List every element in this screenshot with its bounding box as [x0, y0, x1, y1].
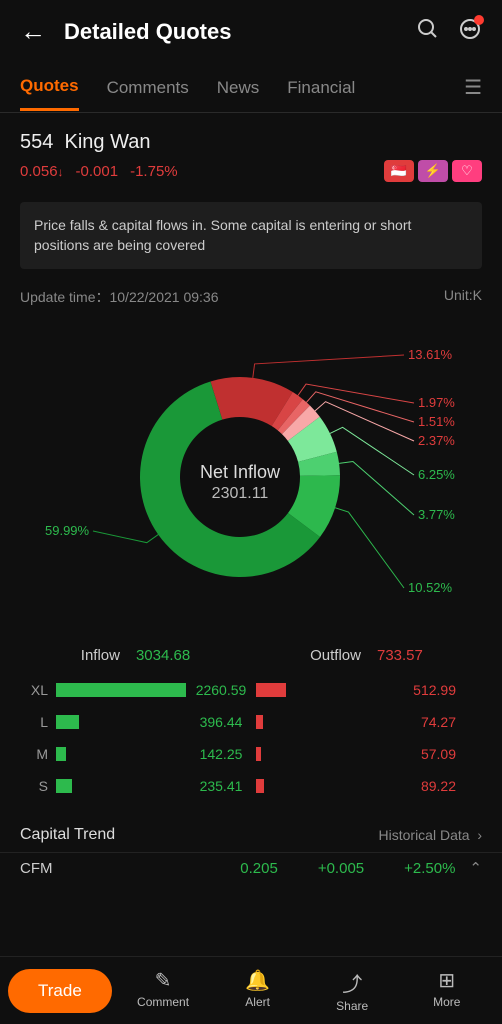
flow-row: S 235.41 89.22	[20, 770, 482, 802]
cfm-row[interactable]: CFM 0.205 +0.005 +2.50% ⌃	[0, 852, 502, 883]
donut-slice-label: 59.99%	[45, 523, 89, 538]
capital-trend-title: Capital Trend	[20, 826, 379, 844]
inflow-value: 3034.68	[136, 647, 190, 664]
tab-bar: Quotes Comments News Financial ☰	[0, 57, 502, 113]
donut-slice-label: 1.51%	[418, 414, 455, 429]
back-icon[interactable]: ←	[20, 16, 46, 47]
donut-center-label: Net Inflow	[170, 462, 310, 483]
donut-center-value: 2301.11	[170, 485, 310, 503]
outflow-label: Outflow	[310, 647, 361, 664]
donut-slice-label: 13.61%	[408, 347, 452, 362]
historical-data-link[interactable]: Historical Data ›	[379, 827, 482, 843]
tab-quotes[interactable]: Quotes	[20, 76, 79, 111]
outflow-value: 733.57	[377, 647, 423, 664]
price-values: 0.056↓ -0.001 -1.75%	[20, 163, 178, 180]
heart-badge-icon: ♡	[452, 160, 482, 182]
page-title: Detailed Quotes	[64, 19, 398, 45]
chat-icon[interactable]	[458, 17, 482, 47]
flow-row: M 142.25 57.09	[20, 738, 482, 770]
bolt-badge-icon: ⚡	[418, 160, 448, 182]
capital-flow-summary: Price falls & capital flows in. Some cap…	[20, 202, 482, 269]
notification-dot-icon	[474, 15, 484, 25]
tab-financial[interactable]: Financial	[287, 78, 355, 110]
donut-slice-label: 2.37%	[418, 433, 455, 448]
stock-name: 554 King Wan	[20, 131, 482, 154]
menu-icon[interactable]: ☰	[464, 75, 482, 112]
search-icon[interactable]	[416, 17, 440, 47]
donut-slice-label: 3.77%	[418, 507, 455, 522]
donut-slice-label: 6.25%	[418, 467, 455, 482]
donut-chart: Net Inflow 2301.11 13.61% 1.97% 1.51% 2.37%…	[0, 307, 502, 637]
inflow-label: Inflow	[81, 647, 120, 664]
donut-slice-label: 10.52%	[408, 580, 452, 595]
trade-button[interactable]: Trade	[8, 969, 112, 1013]
update-time: Update time：10/22/2021 09:36	[20, 287, 218, 307]
nav-more[interactable]: ⊞More	[399, 968, 494, 1013]
flow-row: L 396.44 74.27	[20, 706, 482, 738]
flow-row: XL 2260.59 512.99	[20, 674, 482, 706]
nav-alert[interactable]: 🔔Alert	[210, 968, 305, 1013]
nav-share[interactable]: ⤴Share	[305, 968, 400, 1013]
nav-comment[interactable]: ✎Comment	[116, 968, 211, 1013]
unit-label: Unit:K	[444, 287, 482, 307]
donut-slice-label: 1.97%	[418, 395, 455, 410]
tab-comments[interactable]: Comments	[107, 78, 189, 110]
flag-badge-icon: 🇸🇬	[384, 160, 414, 182]
chevron-up-icon[interactable]: ⌃	[469, 859, 482, 877]
tab-news[interactable]: News	[217, 78, 260, 110]
